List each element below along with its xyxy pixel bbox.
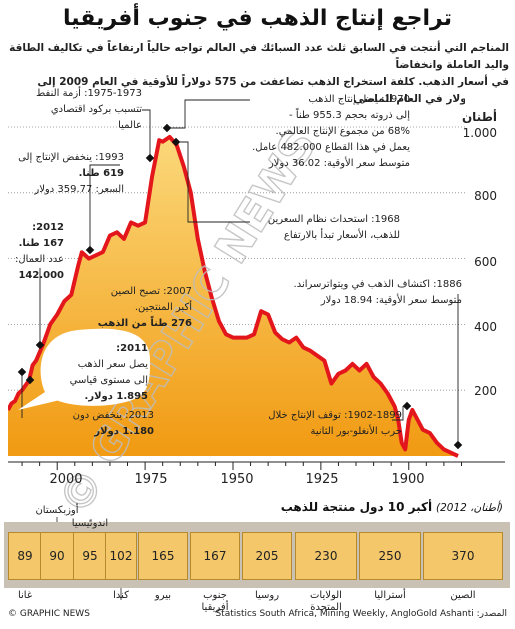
page-title: تراجع إنتاج الذهب في جنوب أفريقيا [63, 6, 452, 31]
copyright: © GRAPHIC NEWS [8, 609, 90, 619]
annotation-1973: 1975-1973: أزمة النفط تتسبب بركود اقتصاد… [36, 88, 142, 131]
marker-1970 [162, 123, 172, 133]
annotation-2012: 2012: 167 طنا. عدد العمال: 142.000 [15, 222, 64, 281]
y-tick-400: 400 [474, 320, 497, 334]
y-tick-800: 800 [474, 189, 497, 203]
marker-2013 [17, 367, 27, 377]
marker-1886 [453, 440, 463, 450]
marker-2012 [35, 340, 45, 350]
chart-left-edge [0, 88, 8, 456]
bar-chart-title: (أطنان، 2012) أكبر 10 دول منتجة للذهب [281, 500, 503, 514]
bar-9: 370 [423, 532, 503, 580]
bar-chart-heading: أكبر 10 دول منتجة للذهب [280, 500, 433, 514]
country-label-7: الولايات المتحدة [310, 590, 342, 613]
annotation-1993: 1993: ينخفض الإنتاج إلى 619 طنا. السعر: … [18, 152, 124, 195]
leader-1973 [142, 109, 151, 158]
source-credit: المصدر: Statistics South Africa, Mining … [215, 609, 507, 619]
bar-1: 90 [40, 532, 74, 580]
annotation-1886: 1886: اكتشاف الذهب في ويتواترسراند. متوس… [293, 279, 462, 306]
marker-1899 [402, 401, 412, 411]
country-label-2: اندونيسيا [71, 518, 109, 529]
annotation-2007: 2007: تصبح الصين أكبر المنتجين. 276 طناً… [97, 286, 192, 329]
bubble-2011-tail [18, 390, 60, 410]
annotation-1968: 1968: استحداث نظام السعرين للذهب، الأسعا… [267, 214, 400, 241]
bar-8: 250 [359, 532, 421, 580]
x-tick-2000: 2000 [49, 472, 83, 487]
leader-1968 [176, 141, 250, 223]
country-label-0: غانا [17, 590, 33, 601]
y-tick-1000: 1.000 [462, 126, 497, 140]
y-axis-unit: أطنان [461, 110, 497, 124]
marker-1968 [171, 137, 181, 147]
x-axis [8, 461, 505, 470]
annotation-1899: 1902-1899: توقف الإنتاج خلال حرب الأنغلو… [268, 410, 402, 437]
marker-2011 [25, 375, 35, 385]
y-tick-200: 200 [474, 384, 497, 398]
marker-1975 [145, 153, 155, 163]
country-label-1: أوزبكستان [35, 505, 79, 516]
x-tick-1900: 1900 [391, 472, 425, 487]
country-label-3: كندا [113, 590, 129, 601]
country-label-5: جنوب أفريقيا [201, 590, 229, 613]
country-label-8: أستراليا [374, 590, 406, 601]
annotation-2011: 2011: يصل سعر الذهب إلى مستوى قياسي 1.89… [69, 343, 148, 402]
annotation-1970: 1970: يصل إنتاج الذهب إلى ذروته بحجم 955… [252, 94, 410, 169]
x-tick-1925: 1925 [305, 472, 339, 487]
bar-4: 165 [138, 532, 188, 580]
bar-2: 95 [73, 532, 107, 580]
annotation-2013: 2013: ينخفض دون 1.180 دولار [72, 410, 154, 437]
bar-3: 102 [105, 532, 137, 580]
y-tick-600: 600 [474, 255, 497, 269]
intro-line-1: المناجم التي أنتجت في السابق ثلث عدد الس… [9, 42, 509, 71]
bar-0: 89 [8, 532, 42, 580]
marker-1993 [85, 245, 95, 255]
country-label-4: بيرو [154, 590, 172, 601]
bar-7: 230 [295, 532, 357, 580]
bar-6: 205 [242, 532, 292, 580]
x-tick-1975: 1975 [134, 472, 168, 487]
chart-right-edge [465, 88, 515, 456]
x-tick-1950: 1950 [220, 472, 254, 487]
country-label-9: الصين [450, 590, 476, 601]
bar-5: 167 [190, 532, 240, 580]
country-label-6: روسيا [254, 590, 280, 601]
bar-chart-subtitle: (أطنان، 2012) [435, 502, 503, 514]
